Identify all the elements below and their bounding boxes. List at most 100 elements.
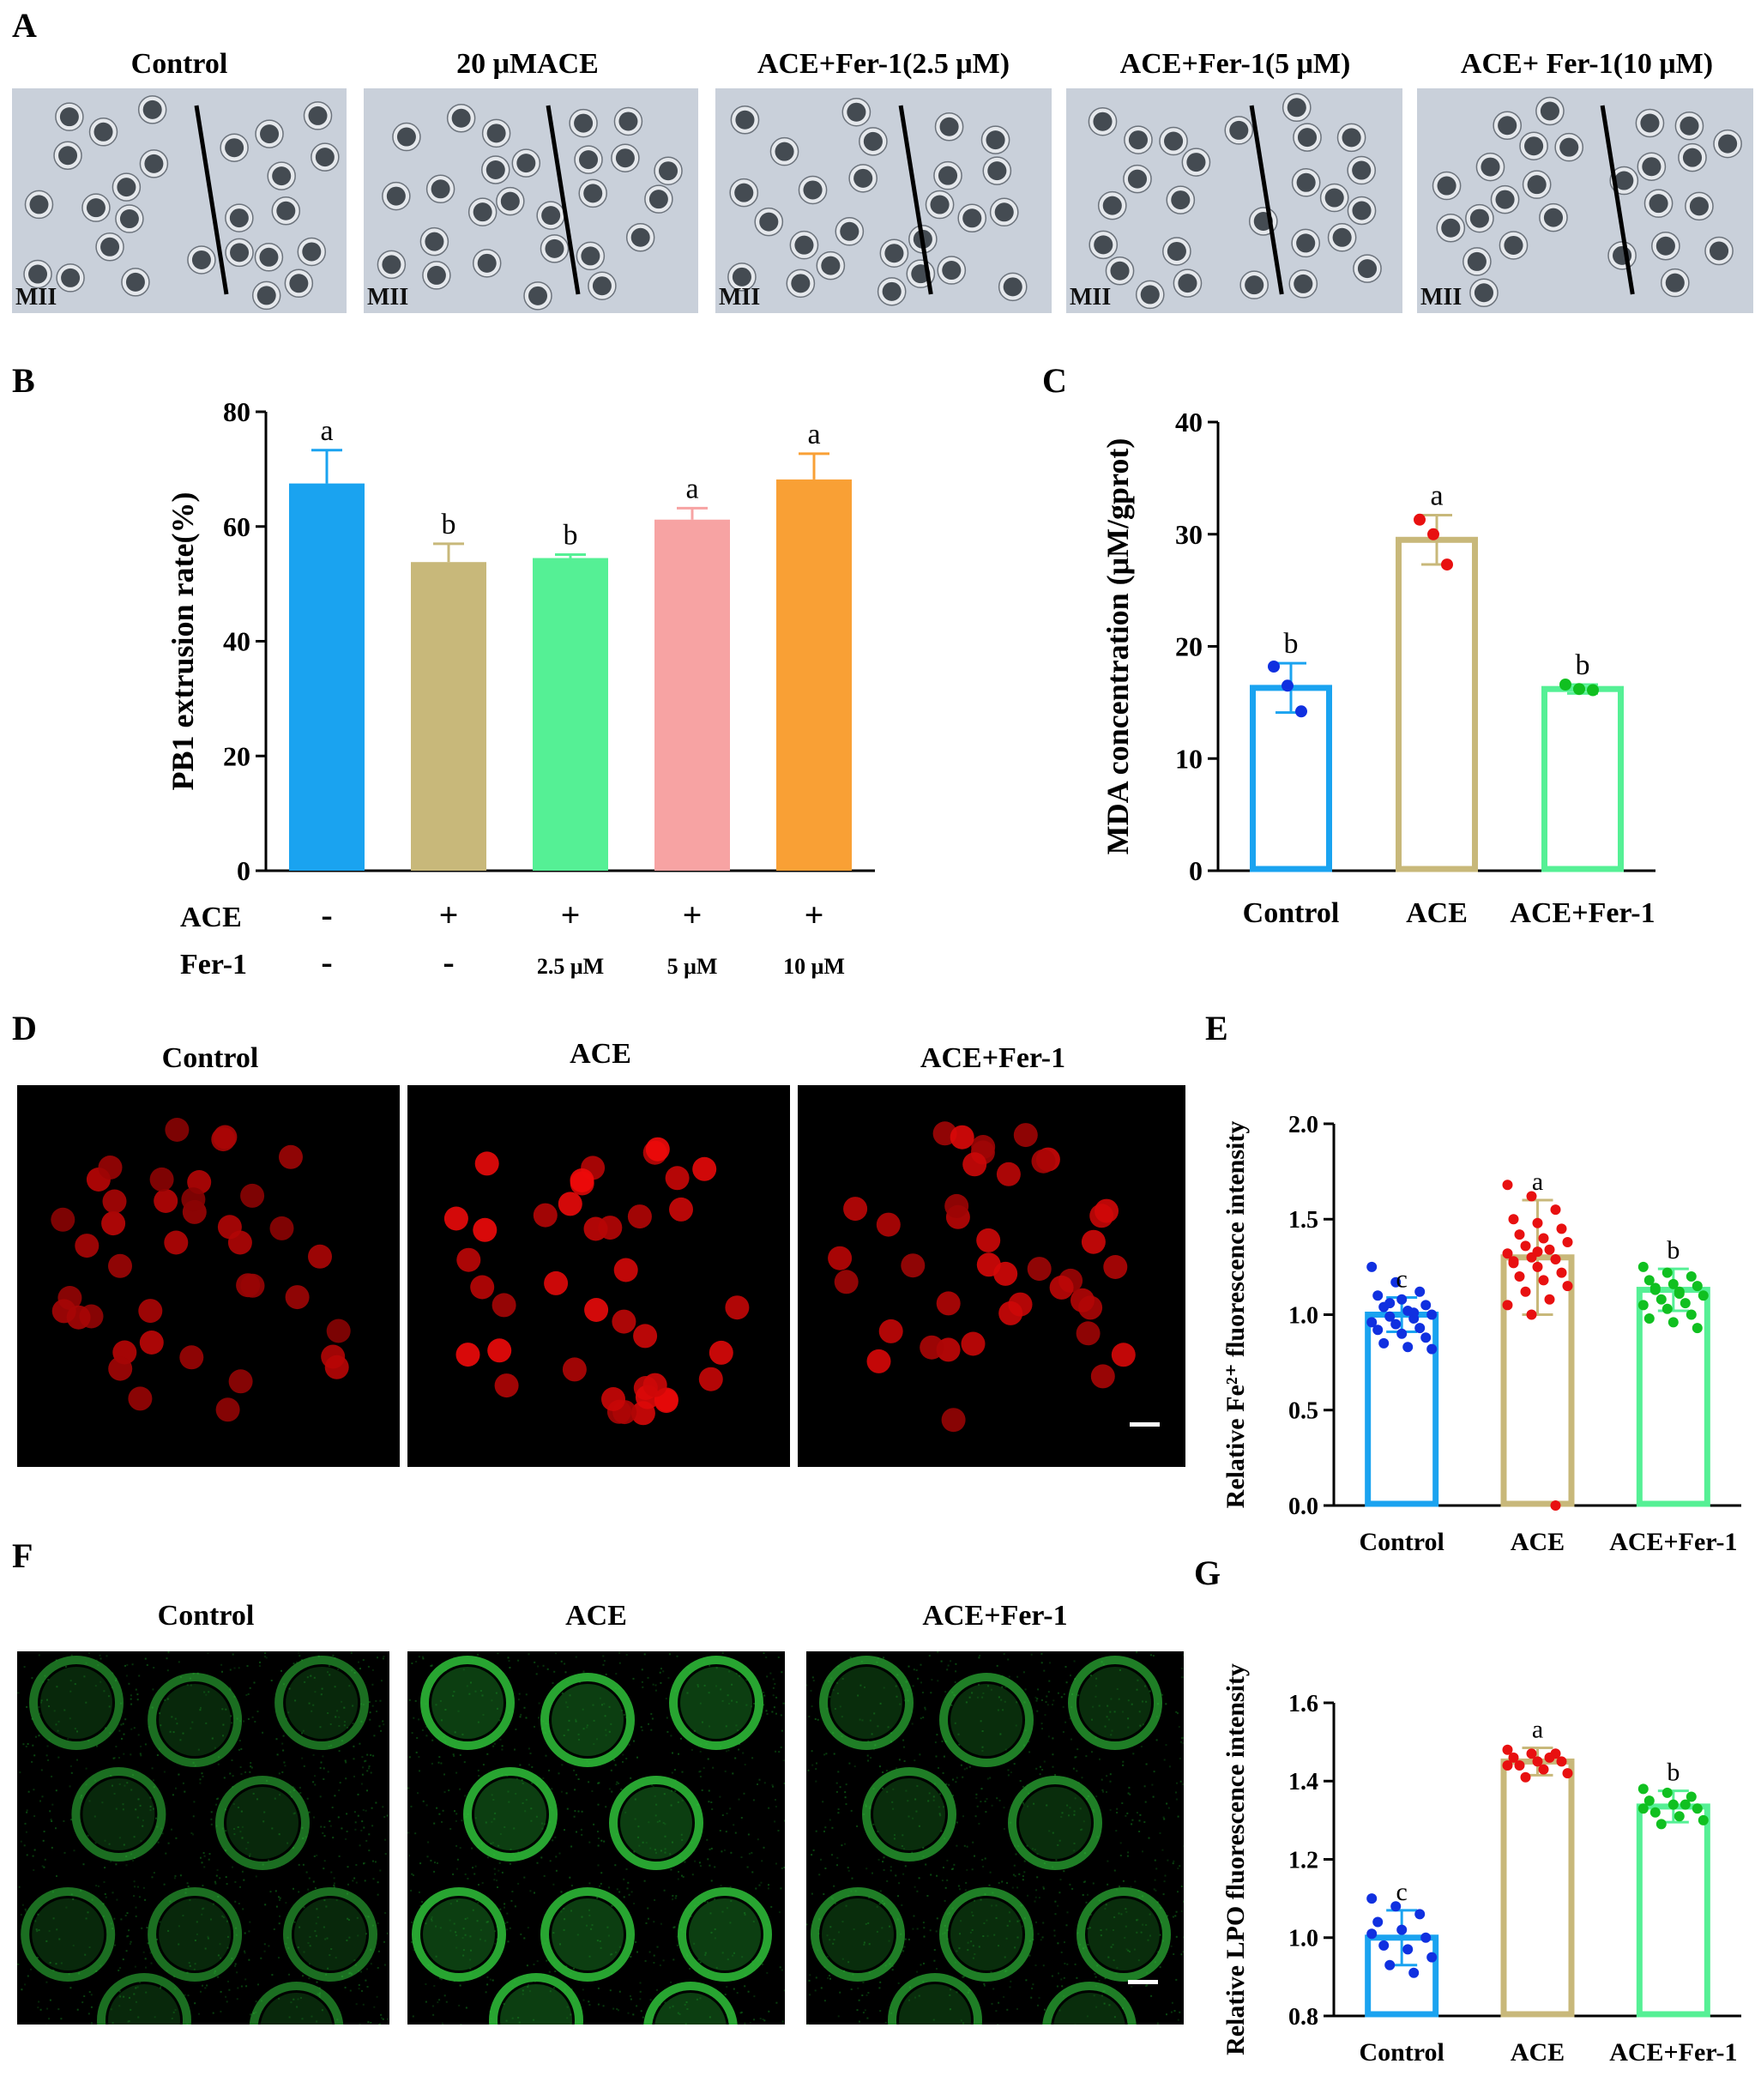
- significance-letter: b: [1576, 649, 1590, 681]
- background-speckle: [353, 1959, 356, 1962]
- background-speckle: [127, 2020, 130, 2023]
- background-speckle: [1163, 1818, 1166, 1820]
- background-speckle: [542, 1777, 545, 1779]
- background-speckle: [864, 1686, 865, 1688]
- background-speckle: [1072, 1767, 1075, 1770]
- background-speckle: [980, 1801, 982, 1803]
- background-speckle: [1015, 1853, 1017, 1856]
- background-speckle: [188, 1962, 190, 1964]
- background-speckle: [752, 1921, 755, 1922]
- background-speckle: [623, 1896, 625, 1898]
- oocyte-fluorescence: [1088, 1898, 1160, 1970]
- oocyte-fluorescence: [326, 1319, 351, 1343]
- treatment-cell: +: [439, 896, 459, 934]
- background-speckle: [482, 1714, 485, 1716]
- y-tick-label: 80: [223, 396, 250, 427]
- background-speckle: [936, 1968, 938, 1970]
- oocyte-fluorescence: [692, 1156, 717, 1181]
- background-speckle: [70, 1654, 73, 1656]
- background-speckle: [452, 1873, 455, 1875]
- background-speckle: [104, 1893, 106, 1895]
- background-speckle: [166, 1698, 169, 1700]
- background-speckle: [517, 1699, 520, 1701]
- background-speckle: [1181, 1676, 1184, 1679]
- oocyte-cytoplasm: [256, 286, 276, 305]
- background-speckle: [916, 1928, 919, 1930]
- background-speckle: [149, 1805, 152, 1807]
- background-speckle: [477, 1769, 479, 1771]
- oocyte-cytoplasm: [1642, 157, 1661, 177]
- background-speckle: [1042, 1964, 1045, 1967]
- y-axis-label: PB1 extrusion rate(%): [166, 492, 200, 791]
- background-speckle: [27, 1743, 29, 1745]
- oocyte-ring: [215, 1776, 310, 1870]
- background-speckle: [452, 1753, 455, 1756]
- background-speckle: [925, 1863, 927, 1866]
- background-speckle: [414, 1832, 417, 1835]
- background-speckle: [605, 1673, 607, 1675]
- background-speckle: [361, 1820, 364, 1823]
- background-speckle: [901, 1845, 903, 1847]
- background-speckle: [588, 1882, 591, 1885]
- significance-letter: b: [1667, 1759, 1680, 1787]
- background-speckle: [882, 1771, 884, 1773]
- background-speckle: [1008, 1675, 1010, 1678]
- oocyte-cytoplasm: [1296, 172, 1316, 192]
- background-speckle: [707, 1858, 709, 1861]
- oocyte-fluorescence: [240, 1183, 265, 1208]
- background-speckle: [1159, 1934, 1161, 1936]
- background-speckle: [1085, 1901, 1088, 1904]
- background-speckle: [574, 1810, 576, 1813]
- row-label-ace: ACE: [180, 902, 242, 933]
- oocyte-cytoplasm: [1524, 136, 1544, 156]
- background-speckle: [189, 1964, 191, 1967]
- background-speckle: [693, 1729, 696, 1732]
- background-speckle: [945, 1783, 948, 1785]
- oocyte-fluorescence: [878, 1319, 903, 1343]
- background-speckle: [264, 1656, 266, 1658]
- background-speckle: [726, 1907, 728, 1910]
- background-speckle: [538, 1717, 540, 1719]
- background-speckle: [633, 1740, 635, 1742]
- background-speckle: [221, 1708, 224, 1711]
- background-speckle: [362, 2003, 365, 2006]
- background-speckle: [431, 1918, 432, 1921]
- background-speckle: [45, 1981, 48, 1983]
- background-speckle: [812, 1849, 815, 1851]
- background-speckle: [770, 1905, 773, 1908]
- background-speckle: [98, 1885, 100, 1887]
- background-speckle: [1037, 1688, 1040, 1691]
- lpo-fluorescence-image-ace-fer1: [806, 1651, 1184, 2025]
- background-speckle: [1129, 1793, 1131, 1795]
- background-speckle: [1064, 1941, 1065, 1944]
- background-speckle: [367, 1665, 370, 1668]
- background-speckle: [1119, 1669, 1121, 1671]
- background-speckle: [270, 1680, 273, 1681]
- background-speckle: [155, 1817, 157, 1819]
- background-speckle: [316, 1908, 318, 1910]
- background-speckle: [761, 1963, 763, 1965]
- background-speckle: [1038, 1996, 1040, 1999]
- background-speckle: [245, 1985, 248, 1988]
- background-speckle: [247, 1693, 250, 1695]
- background-speckle: [35, 1928, 38, 1931]
- background-speckle: [1124, 1936, 1126, 1939]
- background-speckle: [664, 1851, 666, 1854]
- background-speckle: [738, 1798, 740, 1801]
- background-speckle: [1179, 1758, 1181, 1759]
- background-speckle: [243, 1879, 245, 1881]
- background-speckle: [349, 1989, 352, 1992]
- background-speckle: [546, 1668, 549, 1670]
- background-speckle: [682, 1875, 684, 1878]
- background-speckle: [248, 1958, 250, 1961]
- background-speckle: [492, 1745, 495, 1747]
- background-speckle: [950, 1660, 952, 1662]
- panel-a-title-5: ACE+ Fer-1(10 μM): [1460, 48, 1714, 80]
- oocyte-fluorescence: [601, 1387, 625, 1411]
- background-speckle: [1125, 1910, 1128, 1913]
- background-speckle: [249, 1855, 250, 1857]
- background-speckle: [1034, 1896, 1037, 1898]
- background-speckle: [190, 1832, 193, 1834]
- data-point: [1426, 1309, 1438, 1320]
- oocyte-fluorescence: [32, 1898, 105, 1970]
